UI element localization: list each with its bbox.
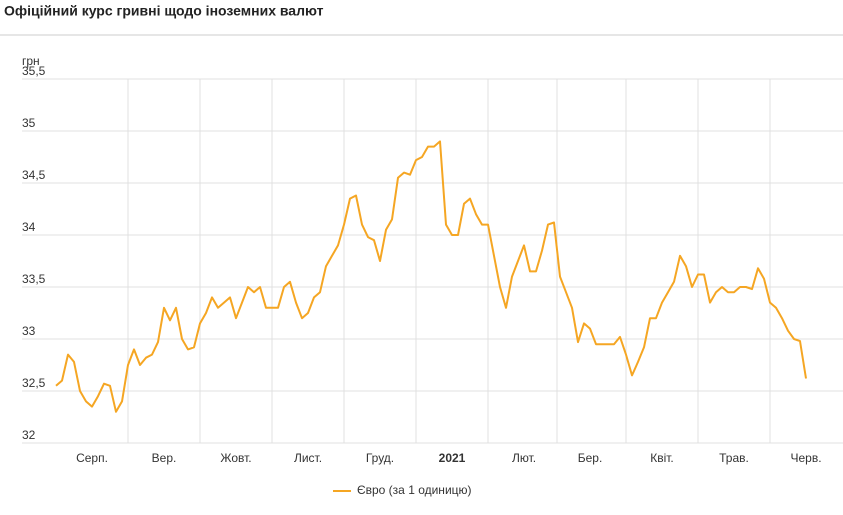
x-tick-label: Лист. [294, 451, 322, 465]
x-tick-label: Груд. [366, 451, 394, 465]
y-tick-label: 35,5 [22, 64, 46, 78]
y-tick-label: 32 [22, 428, 36, 442]
x-tick-label: Вер. [152, 451, 177, 465]
y-tick-label: 35 [22, 116, 36, 130]
y-tick-label: 34,5 [22, 168, 46, 182]
y-tick-label: 32,5 [22, 376, 46, 390]
x-tick-label: Жовт. [220, 451, 251, 465]
x-tick-label: Квіт. [650, 451, 674, 465]
x-tick-label: Лют. [512, 451, 536, 465]
y-tick-label: 33 [22, 324, 36, 338]
x-tick-label: 2021 [439, 451, 466, 465]
x-tick-label: Черв. [790, 451, 821, 465]
x-tick-label: Бер. [578, 451, 603, 465]
y-tick-label: 33,5 [22, 272, 46, 286]
x-tick-label: Трав. [719, 451, 749, 465]
y-tick-label: 34 [22, 220, 36, 234]
chart-title: Офіційний курс гривні щодо іноземних вал… [4, 3, 324, 19]
legend-label: Євро (за 1 одиницю) [357, 483, 472, 497]
data-line [55, 140, 807, 413]
y-axis-label: грн [22, 54, 40, 68]
x-tick-label: Серп. [76, 451, 108, 465]
